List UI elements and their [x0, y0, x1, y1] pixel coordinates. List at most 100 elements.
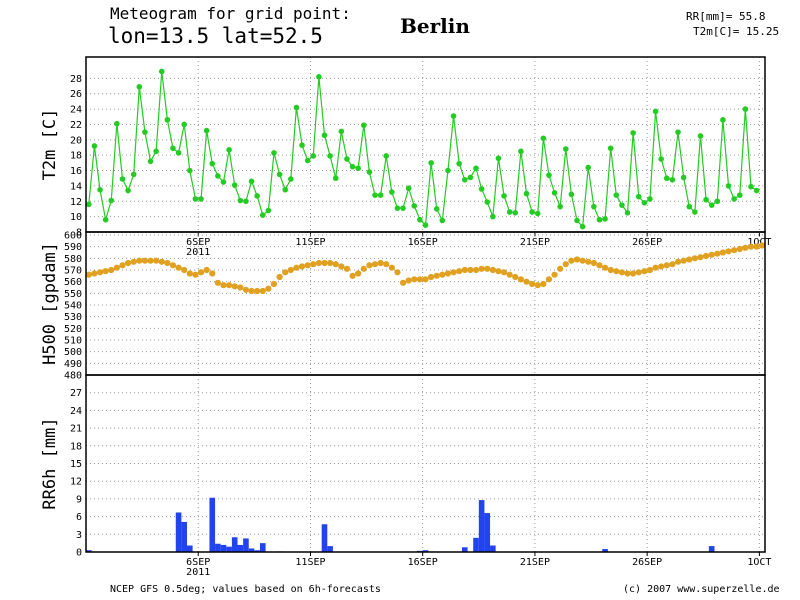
h500-point	[658, 263, 665, 270]
h500-point	[192, 271, 199, 278]
data-source-note: NCEP GFS 0.5deg; values based on 6h-fore…	[110, 584, 381, 595]
h500-point	[175, 264, 182, 271]
h500-point	[343, 265, 351, 272]
t2m-point	[742, 106, 749, 112]
y-axis-label: H500 [gpdam]	[40, 242, 60, 365]
t2m-point	[164, 117, 171, 123]
y-tick-label: 21	[70, 424, 82, 435]
t2m-point	[596, 216, 603, 223]
h500-point	[456, 268, 463, 275]
h500-point	[371, 261, 379, 268]
y-tick-label: 490	[64, 359, 82, 370]
t2m-point	[607, 145, 614, 152]
t2m-point	[613, 192, 620, 198]
h500-point	[725, 248, 732, 255]
year-label: 2011	[186, 567, 210, 578]
h500-point	[579, 257, 586, 264]
y-tick-label: 480	[64, 371, 82, 382]
h500-point	[130, 258, 137, 265]
h500-point	[327, 259, 334, 267]
h500-point	[500, 269, 508, 276]
h500-point	[259, 287, 266, 295]
t2m-point	[557, 203, 563, 210]
h500-point	[96, 269, 104, 276]
t2m-point	[501, 193, 507, 199]
t2m-point	[641, 200, 648, 206]
t2m-point	[736, 192, 743, 198]
y-tick-label: 6	[76, 512, 82, 523]
t2m-point	[299, 142, 305, 148]
t2m-point	[192, 196, 199, 202]
h500-point	[248, 287, 255, 295]
h500-point	[461, 266, 468, 274]
rr6h-bar	[259, 543, 266, 552]
h500-point	[254, 287, 261, 295]
t2m-point	[360, 122, 367, 129]
rr-total-summary: RR[mm]= 55.8	[686, 10, 766, 23]
h500-point	[489, 266, 496, 274]
t2m-point	[153, 148, 159, 155]
h500-point	[686, 256, 693, 263]
t2m-point	[209, 160, 216, 167]
rr6h-bar	[220, 544, 227, 552]
t2m-point	[450, 113, 457, 119]
rr6h-bar	[86, 550, 92, 552]
t2m-point	[377, 192, 384, 198]
t2m-point	[175, 150, 182, 156]
h500-point	[310, 261, 317, 268]
h500-point	[433, 272, 440, 279]
t2m-point	[534, 210, 541, 217]
x-tick-label: 6SEP	[186, 557, 210, 568]
t2m-point	[748, 183, 754, 190]
h500-point	[731, 247, 738, 254]
copyright-note: (c) 2007 www.superzelle.de	[623, 584, 780, 595]
x-tick-label: 16SEP	[408, 557, 438, 568]
t2m-point	[282, 186, 289, 193]
h500-point	[113, 264, 120, 271]
h500-point	[467, 266, 474, 274]
t2m-point	[591, 203, 597, 210]
h500-point	[596, 262, 603, 269]
h500-point	[585, 258, 592, 265]
t2m-point	[405, 185, 412, 192]
h500-point	[613, 268, 620, 275]
t2m-point	[316, 74, 322, 80]
h500-point	[265, 285, 272, 292]
y-tick-label: 27	[70, 388, 82, 399]
t2m-point	[411, 203, 418, 209]
h500-point	[304, 262, 311, 269]
h500-point	[523, 278, 530, 285]
t2m-point	[568, 191, 575, 198]
rr6h-bar	[175, 512, 182, 552]
y-tick-label: 570	[64, 266, 82, 277]
t2m-point	[652, 108, 659, 115]
h500-point	[405, 277, 412, 284]
y-tick-label: 18	[70, 441, 82, 452]
h500-point	[209, 270, 216, 277]
t2m-point	[170, 145, 176, 152]
t2m-point	[181, 121, 188, 128]
h500-point	[158, 258, 165, 265]
t2m-point	[602, 216, 608, 222]
y-tick-label: 24	[70, 406, 82, 417]
t2m-point	[215, 173, 221, 179]
h500-point	[153, 257, 160, 264]
h500-point	[136, 257, 143, 264]
h500-point	[388, 264, 395, 271]
t2m-point	[203, 127, 210, 134]
h500-point	[360, 265, 367, 272]
h500-point	[702, 252, 710, 260]
h500-point	[680, 257, 687, 264]
y-tick-label: 12	[70, 197, 82, 208]
t2m-point	[130, 171, 137, 178]
x-tick-label: 1OCT	[747, 557, 771, 568]
y-tick-label: 22	[70, 120, 82, 131]
t2m-point	[366, 169, 373, 175]
y-tick-label: 10	[70, 212, 82, 223]
t2m-point	[703, 196, 709, 203]
t2m-point	[697, 133, 704, 139]
h500-point	[753, 243, 760, 250]
t2m-point	[226, 147, 232, 153]
h500-point	[529, 280, 536, 288]
h500-point	[742, 244, 749, 251]
